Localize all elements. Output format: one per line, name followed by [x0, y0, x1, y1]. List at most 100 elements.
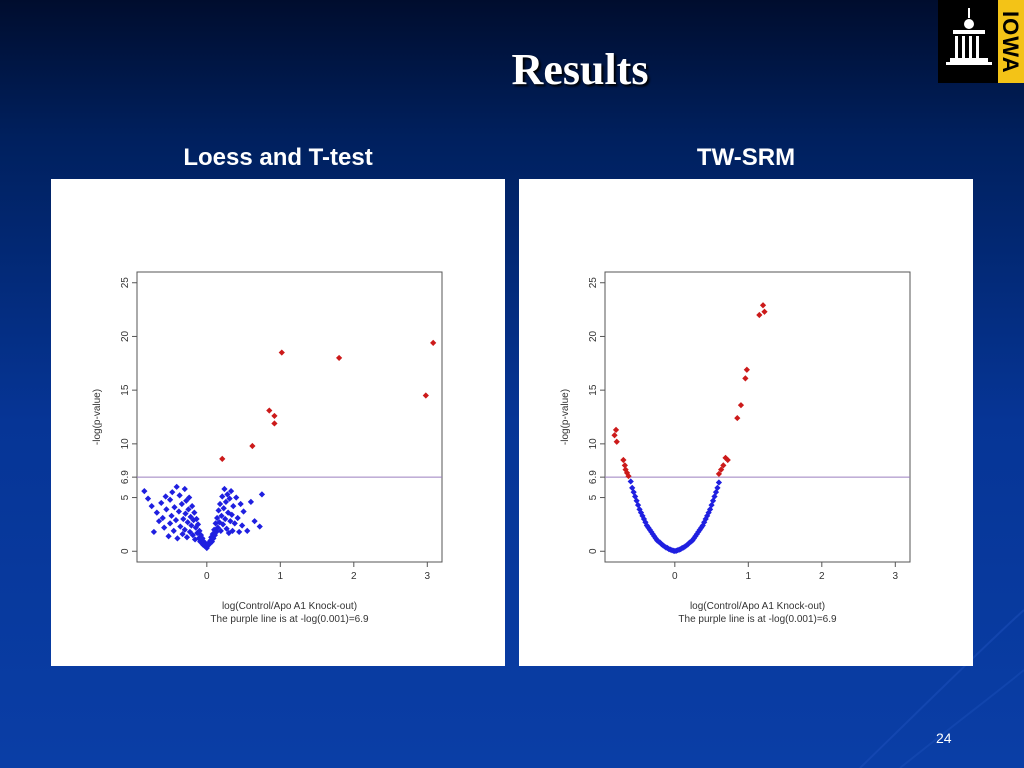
y-tick-label: 6.9	[120, 470, 131, 484]
data-point	[178, 500, 185, 508]
data-point	[249, 442, 256, 450]
data-point	[258, 491, 266, 498]
data-point	[150, 528, 158, 536]
data-point	[171, 504, 178, 511]
data-point	[170, 527, 177, 534]
right-volcano-plot: 0 1 2 3 0 5 6.9 10 15 20 25 log(Control/Apo A1 Knoc…	[560, 271, 911, 625]
data-point	[734, 414, 741, 422]
y-axis-label: -log(p-value)	[92, 389, 103, 445]
data-point	[230, 503, 237, 510]
x-tick-label: 0	[672, 571, 678, 582]
data-point	[236, 528, 243, 536]
data-point	[226, 495, 233, 502]
data-point	[148, 503, 155, 510]
data-point	[627, 478, 634, 485]
data-point	[216, 500, 224, 508]
data-point	[215, 507, 222, 514]
data-point	[756, 311, 763, 319]
university-logo: IOWA	[938, 0, 1024, 83]
y-tick-label: 5	[588, 494, 599, 500]
x-tick-label: 2	[351, 571, 357, 582]
data-point	[256, 523, 263, 530]
plot-frame	[604, 271, 911, 563]
data-point	[335, 354, 343, 362]
data-point	[247, 498, 255, 505]
data-point	[163, 506, 170, 513]
y-tick-label: 20	[120, 330, 131, 342]
data-point	[613, 438, 620, 445]
data-point	[761, 308, 768, 315]
y-tick-label: 6.9	[588, 470, 599, 484]
left-chart-panel: 0 1 2 3 0 5 6.9 10 15 20 25 log(Control/Apo A1 Knoc…	[51, 179, 505, 666]
data-point	[743, 366, 750, 373]
x-tick-label: 3	[893, 571, 899, 582]
data-point	[175, 508, 183, 515]
data-point	[174, 535, 181, 542]
plot-frame	[136, 271, 443, 563]
x-tick-label: 0	[204, 571, 210, 582]
data-point	[158, 499, 165, 507]
y-tick-label: 0	[588, 548, 599, 554]
data-point	[612, 426, 620, 434]
data-point	[219, 455, 226, 463]
y-tick-label: 20	[588, 330, 599, 342]
data-point	[271, 412, 278, 420]
data-point	[737, 402, 745, 409]
slide-title: Results	[511, 45, 649, 94]
data-point	[234, 514, 241, 522]
data-point	[244, 527, 251, 534]
y-tick-label: 25	[120, 277, 131, 289]
y-tick-label: 5	[120, 494, 131, 500]
x-axis-label: log(Control/Apo A1 Knock-out)	[222, 601, 357, 612]
data-point	[611, 432, 618, 439]
data-point	[153, 509, 160, 516]
left-volcano-plot: 0 1 2 3 0 5 6.9 10 15 20 25 log(Control/Apo A1 Knoc…	[92, 271, 443, 625]
data-point	[173, 483, 180, 490]
x-tick-label: 1	[278, 571, 284, 582]
x-tick-label: 1	[746, 571, 752, 582]
data-point	[715, 479, 723, 486]
data-point	[620, 456, 627, 464]
data-point	[172, 516, 180, 524]
data-point	[162, 493, 169, 500]
data-point	[183, 534, 191, 541]
data-point	[237, 500, 244, 508]
data-point	[141, 487, 148, 495]
y-tick-label: 10	[120, 438, 131, 450]
y-tick-label: 25	[588, 277, 599, 289]
logo-gold-band	[998, 0, 1024, 83]
data-point	[229, 527, 236, 534]
data-point	[742, 375, 749, 382]
left-chart-title: Loess and T-test	[183, 144, 373, 171]
data-point	[181, 485, 188, 493]
data-point	[238, 522, 246, 529]
data-point	[240, 508, 247, 515]
data-point	[180, 515, 187, 523]
y-axis-label: -log(p-value)	[560, 389, 571, 445]
data-point	[166, 520, 174, 527]
logo-wordmark: IOWA	[998, 10, 1023, 74]
data-point	[161, 524, 168, 531]
data-point	[191, 509, 198, 516]
data-point	[266, 407, 273, 414]
x-tick-label: 3	[425, 571, 431, 582]
data-point	[176, 492, 183, 499]
data-point	[271, 420, 278, 427]
data-point	[169, 489, 176, 496]
x-tick-label: 2	[819, 571, 825, 582]
capitol-building-icon	[946, 8, 992, 65]
data-point	[227, 487, 235, 495]
plot-caption: The purple line is at -log(0.001)=6.9	[210, 614, 369, 625]
y-tick-label: 10	[588, 438, 599, 450]
plot-caption: The purple line is at -log(0.001)=6.9	[678, 614, 837, 625]
right-chart-title: TW-SRM	[696, 144, 796, 171]
data-point	[168, 512, 175, 519]
y-tick-label: 15	[588, 384, 599, 396]
data-point	[759, 302, 767, 309]
right-chart-panel: 0 1 2 3 0 5 6.9 10 15 20 25 log(Control/Apo A1 Knoc…	[519, 179, 973, 666]
y-tick-label: 15	[120, 384, 131, 396]
y-tick-label: 0	[120, 548, 131, 554]
x-axis-label: log(Control/Apo A1 Knock-out)	[690, 601, 825, 612]
data-point	[278, 349, 285, 356]
data-point	[166, 496, 174, 503]
